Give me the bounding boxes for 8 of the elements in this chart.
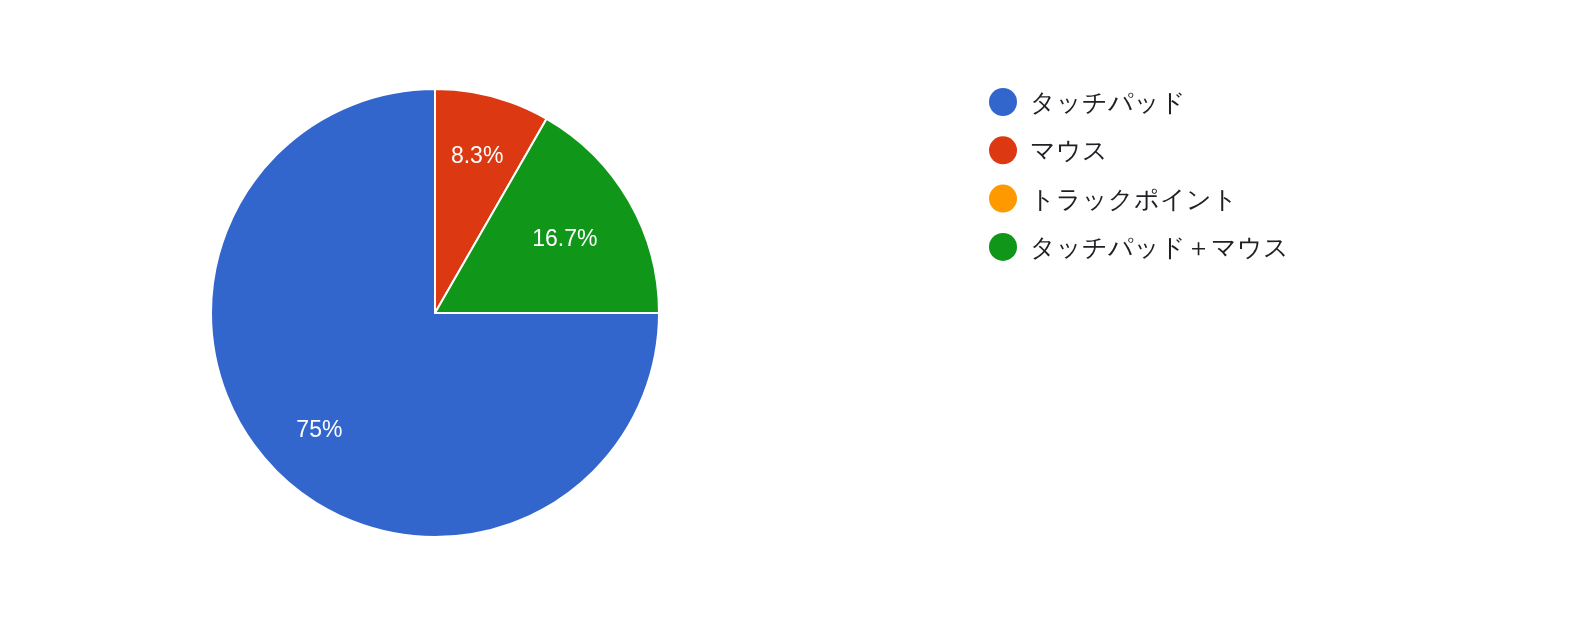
legend-label: タッチパッド＋マウス (1030, 232, 1289, 261)
legend-label: トラックポイント (1030, 184, 1238, 213)
data-label: 8.3% (450, 142, 504, 169)
legend-label: マウス (1030, 136, 1108, 165)
data-label: 75% (296, 415, 343, 442)
legend-label: タッチパッド (1030, 88, 1186, 116)
data-label: 16.7% (532, 224, 598, 251)
pie-slice (210, 88, 660, 538)
